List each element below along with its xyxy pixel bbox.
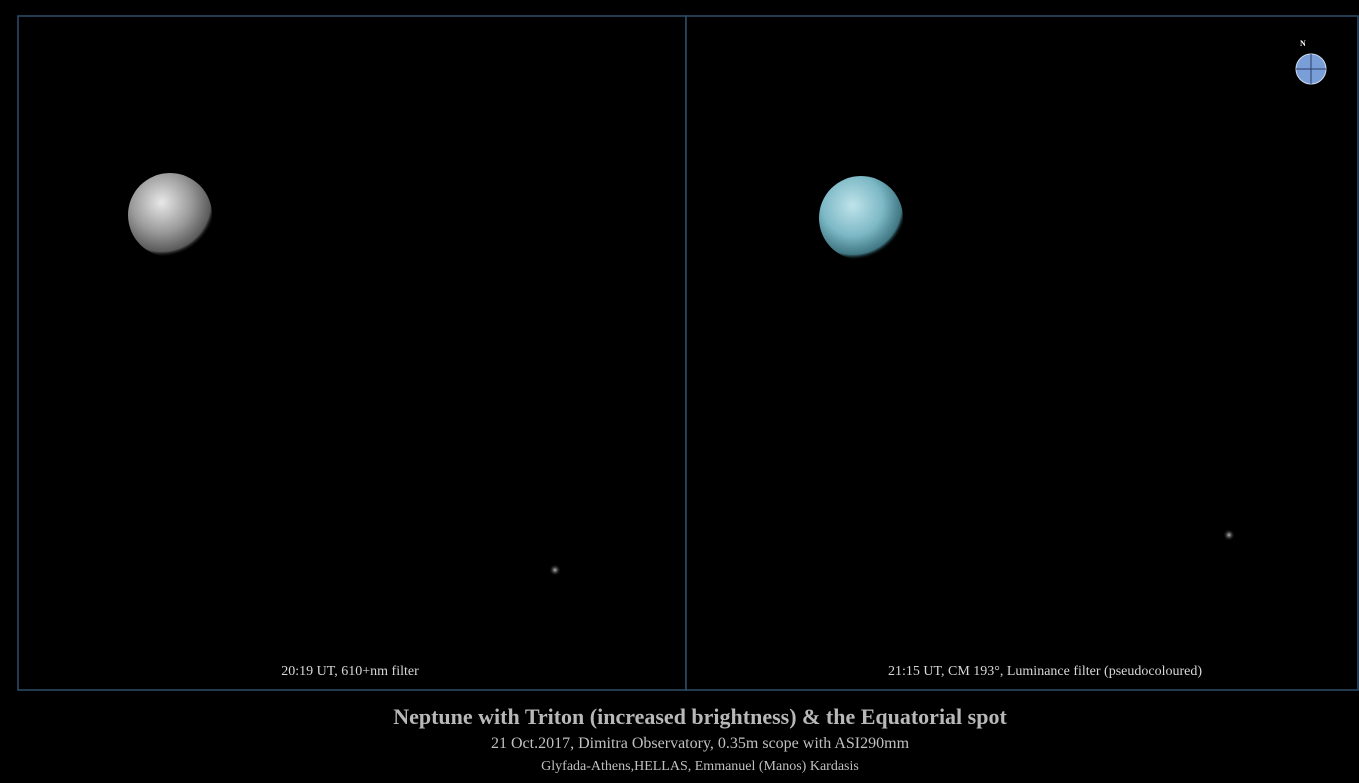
compass-label: N (1300, 39, 1306, 48)
compass: N (1295, 39, 1327, 85)
neptune-image (819, 176, 903, 260)
panel-frame (685, 15, 1359, 691)
neptune-image (128, 173, 212, 257)
triton (549, 564, 561, 576)
credit: Glyfada-Athens,HELLAS, Emmanuel (Manos) … (541, 759, 859, 774)
title: Neptune with Triton (increased brightnes… (393, 704, 1007, 729)
caption: 21:15 UT, CM 193°, Luminance filter (pse… (888, 664, 1202, 679)
subtitle: 21 Oct.2017, Dimitra Observatory, 0.35m … (491, 735, 910, 752)
triton (1223, 529, 1235, 541)
caption: 20:19 UT, 610+nm filter (281, 664, 419, 679)
panel-frame (17, 15, 687, 691)
